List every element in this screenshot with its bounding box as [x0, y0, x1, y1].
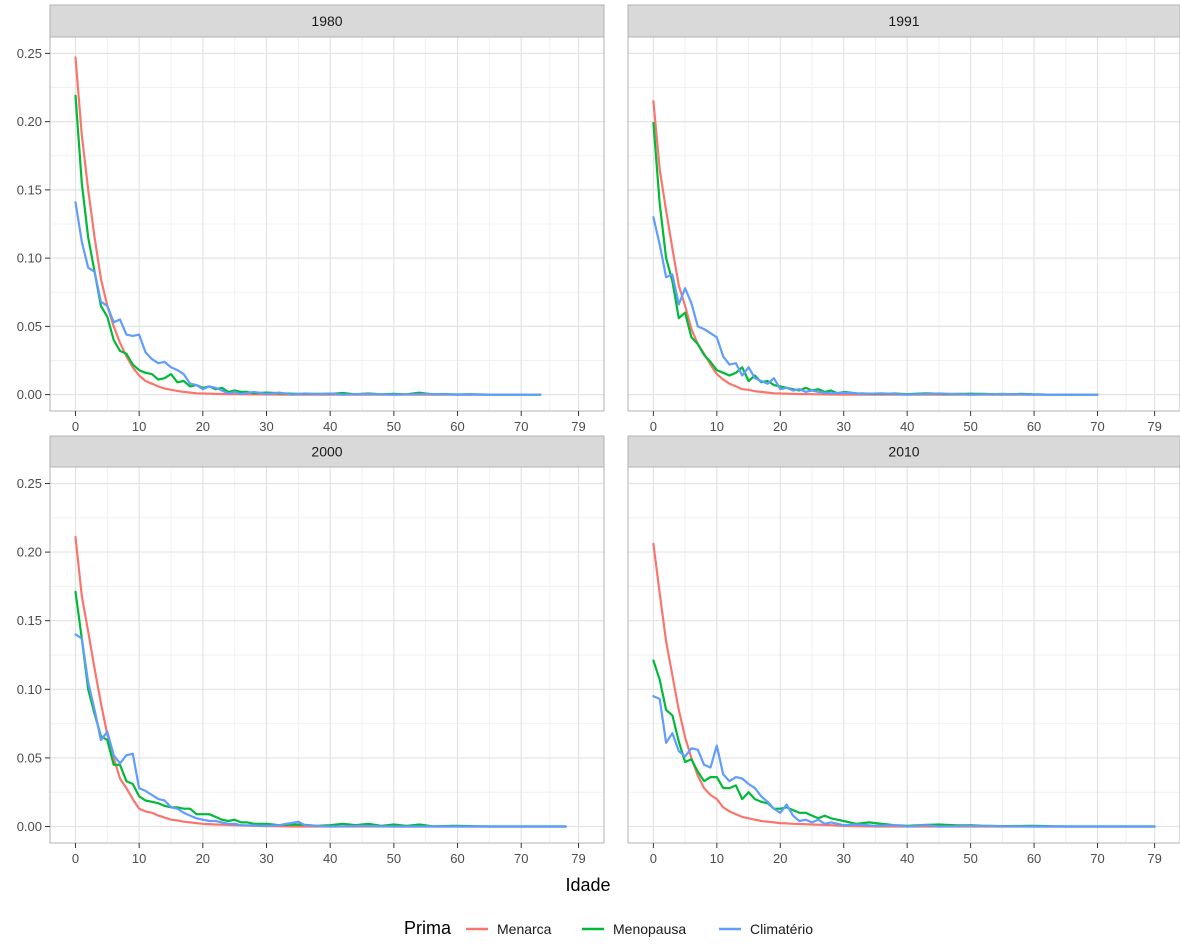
y-tick-label: 0.20	[17, 114, 42, 129]
x-tick-label: 50	[387, 419, 401, 434]
x-tick-label: 79	[571, 419, 585, 434]
series-line-climatrio	[652, 695, 1156, 828]
y-tick-label: 0.15	[17, 182, 42, 197]
x-tick-label: 30	[836, 419, 850, 434]
y-tick-label: 0.20	[17, 545, 42, 560]
x-tick-label: 0	[650, 419, 657, 434]
x-tick-label: 30	[836, 851, 850, 866]
facet-strip-label: 2000	[311, 444, 342, 460]
panel-border	[49, 466, 605, 844]
x-tick-label: 0	[650, 851, 657, 866]
series-line-climatrio	[74, 633, 567, 828]
x-tick-label: 30	[259, 851, 273, 866]
panel-border	[627, 466, 1180, 844]
x-tick-label: 50	[963, 419, 977, 434]
facet-strip	[49, 435, 605, 468]
panel-border	[627, 36, 1180, 412]
legend-title: Prima	[404, 918, 452, 938]
x-tick-label: 79	[571, 851, 585, 866]
y-tick-label: 0.15	[17, 613, 42, 628]
legend-label: Climatério	[750, 921, 813, 937]
x-tick-label: 40	[323, 851, 337, 866]
y-tick-label: 0.25	[17, 46, 42, 61]
x-tick-label: 10	[132, 851, 146, 866]
x-tick-label: 30	[259, 419, 273, 434]
y-tick-label: 0.25	[17, 476, 42, 491]
x-tick-label: 70	[514, 851, 528, 866]
x-tick-label: 60	[1027, 851, 1041, 866]
x-tick-label: 20	[773, 851, 787, 866]
x-tick-label: 40	[900, 851, 914, 866]
x-tick-label: 70	[1090, 419, 1104, 434]
facet-panel-2010: 2010 0 10 20 30 40 50 60 70 79	[627, 435, 1180, 866]
facet-strip-label: 1980	[311, 13, 342, 29]
x-tick-label: 0	[72, 851, 79, 866]
x-tick-label: 40	[900, 419, 914, 434]
x-tick-label: 60	[1027, 419, 1041, 434]
x-tick-label: 20	[196, 851, 210, 866]
x-tick-label: 10	[132, 419, 146, 434]
x-tick-label: 70	[514, 419, 528, 434]
x-tick-label: 50	[387, 851, 401, 866]
y-tick-label: 0.10	[17, 251, 42, 266]
x-tick-label: 79	[1147, 419, 1161, 434]
x-tick-label: 60	[450, 851, 464, 866]
x-tick-label: 20	[773, 419, 787, 434]
y-tick-label: 0.05	[17, 319, 42, 334]
y-tick-label: 0.00	[17, 819, 42, 834]
facet-strip-label: 2010	[888, 444, 919, 460]
y-tick-label: 0.00	[17, 387, 42, 402]
y-tick-label: 0.05	[17, 750, 42, 765]
x-tick-label: 60	[450, 419, 464, 434]
series-line-climatrio	[74, 201, 542, 396]
facet-strip	[627, 4, 1180, 38]
facet-strip	[49, 4, 605, 38]
x-tick-label: 70	[1090, 851, 1104, 866]
series-line-climatrio	[652, 216, 1099, 396]
x-tick-label: 50	[963, 851, 977, 866]
legend-label: Menopausa	[613, 921, 686, 937]
legend-label: Menarca	[497, 921, 552, 937]
legend: Prima Menarca Menopausa Climatério	[404, 918, 813, 938]
facet-strip-label: 1991	[888, 13, 919, 29]
y-tick-label: 0.10	[17, 682, 42, 697]
facet-strip	[627, 435, 1180, 468]
x-tick-label: 40	[323, 419, 337, 434]
facet-panel-1991: 1991 0 10 20 30 40 50 60 70 79	[627, 4, 1180, 434]
panel-border	[49, 36, 605, 412]
x-tick-label: 20	[196, 419, 210, 434]
x-tick-label: 0	[72, 419, 79, 434]
facet-panel-2000: 2000 0 10 20 30 40 50 60 70 79 0.00 0.05 0.10 0.15 0.2…	[17, 435, 605, 866]
x-tick-label: 10	[710, 419, 724, 434]
x-tick-label: 79	[1147, 851, 1161, 866]
x-axis-title: Idade	[565, 875, 610, 895]
x-tick-label: 10	[710, 851, 724, 866]
facet-panel-1980: 1980 0 10 20 30 40 50 60 70 79 0.00 0.05 0.10 0.15 0.2…	[17, 4, 605, 434]
